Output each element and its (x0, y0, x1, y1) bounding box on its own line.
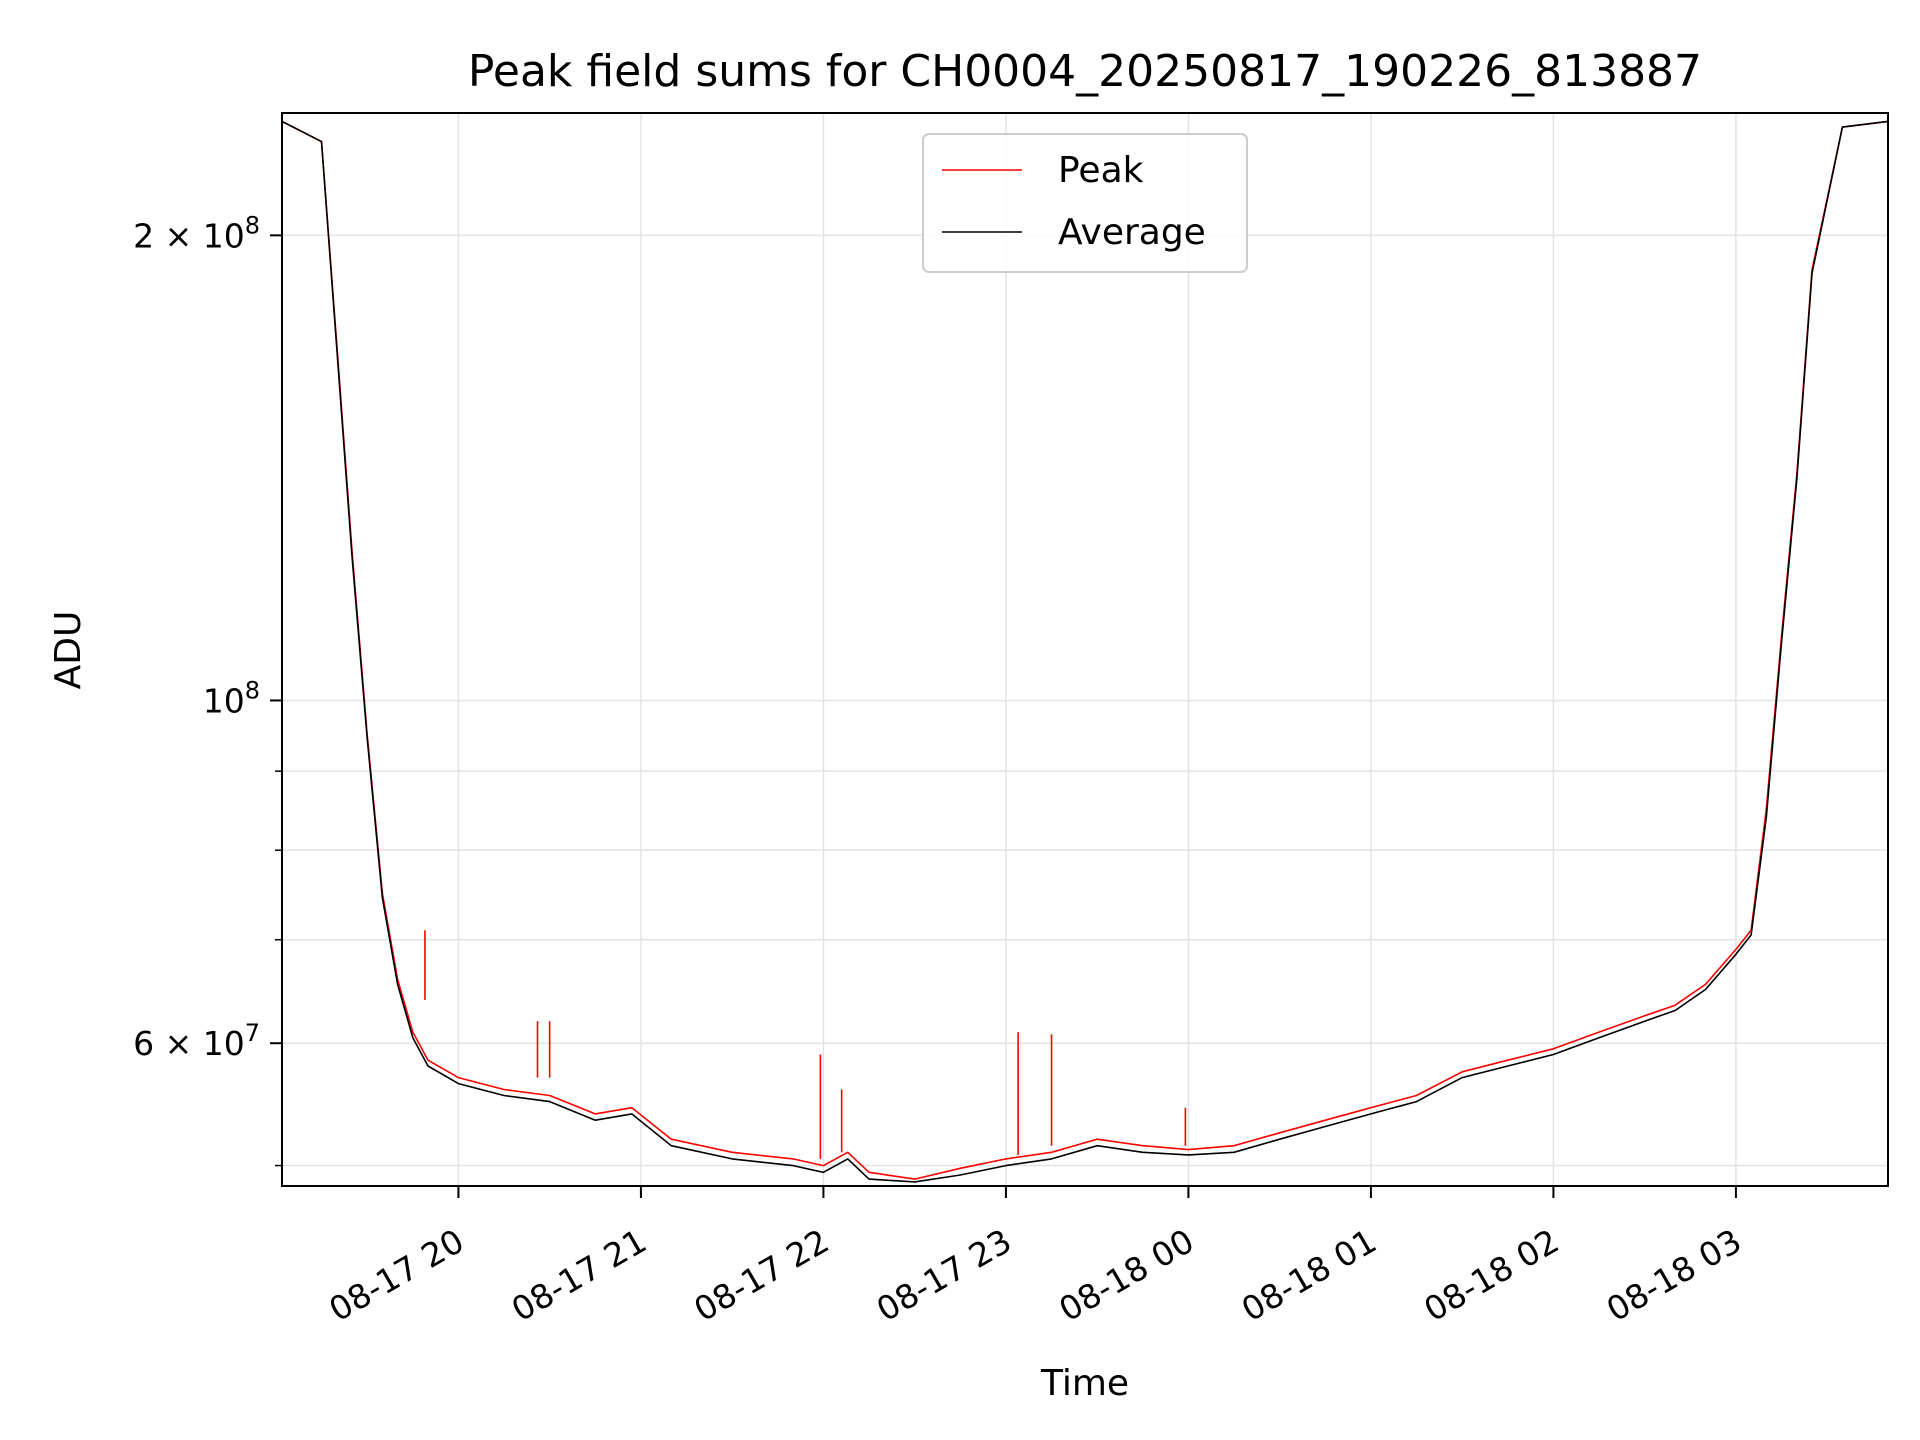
y-tick-label: 6 × 107 (133, 1019, 260, 1063)
plot-area-frame (281, 112, 1889, 1187)
y-tick-label: 108 (203, 676, 260, 720)
gridlines (282, 113, 1888, 1186)
chart-title: Peak field sums for CH0004_20250817_1902… (468, 46, 1702, 97)
legend-label-peak: Peak (1058, 150, 1144, 191)
y-axis-label: ADU (48, 611, 89, 690)
series-line-average (281, 120, 1889, 1183)
series-layer (281, 120, 1889, 1183)
y-tick-label: 2 × 108 (133, 211, 260, 255)
legend-box (922, 133, 1248, 273)
x-axis-label: Time (1040, 1363, 1129, 1404)
series-line-peak (281, 120, 1889, 1180)
legend-label-average: Average (1058, 212, 1206, 253)
legend: Peak Average (922, 133, 1248, 273)
